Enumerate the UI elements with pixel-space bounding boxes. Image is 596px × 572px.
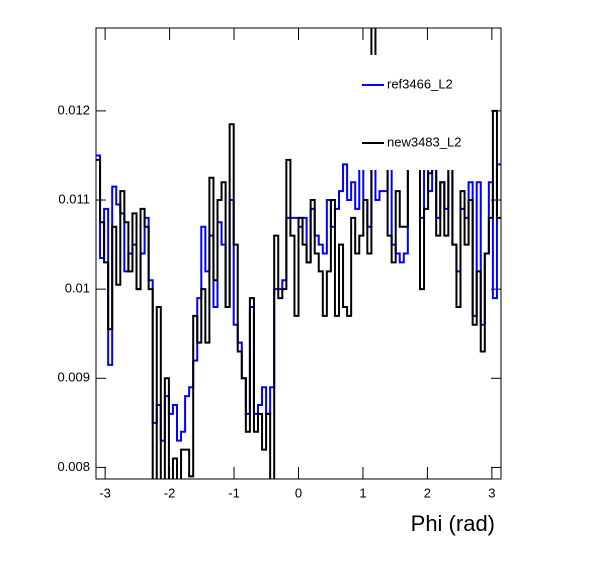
x-tick-label: 3 [488,485,495,500]
legend-label: ref3466_L2 [387,76,453,91]
x-tick-label: 0 [295,485,302,500]
y-tick-label: 0.012 [57,102,90,117]
legend-label: new3483_L2 [387,134,461,149]
legend [357,55,484,170]
x-tick-label: 1 [359,485,366,500]
x-tick-label: -3 [99,485,111,500]
x-axis-label: Phi (rad) [411,511,495,536]
x-tick-label: 2 [424,485,431,500]
x-tick-label: -2 [164,485,176,500]
y-tick-label: 0.008 [57,459,90,474]
y-tick-label: 0.01 [65,281,90,296]
y-tick-label: 0.009 [57,370,90,385]
x-tick-label: -1 [228,485,240,500]
y-tick-label: 0.011 [58,191,90,206]
